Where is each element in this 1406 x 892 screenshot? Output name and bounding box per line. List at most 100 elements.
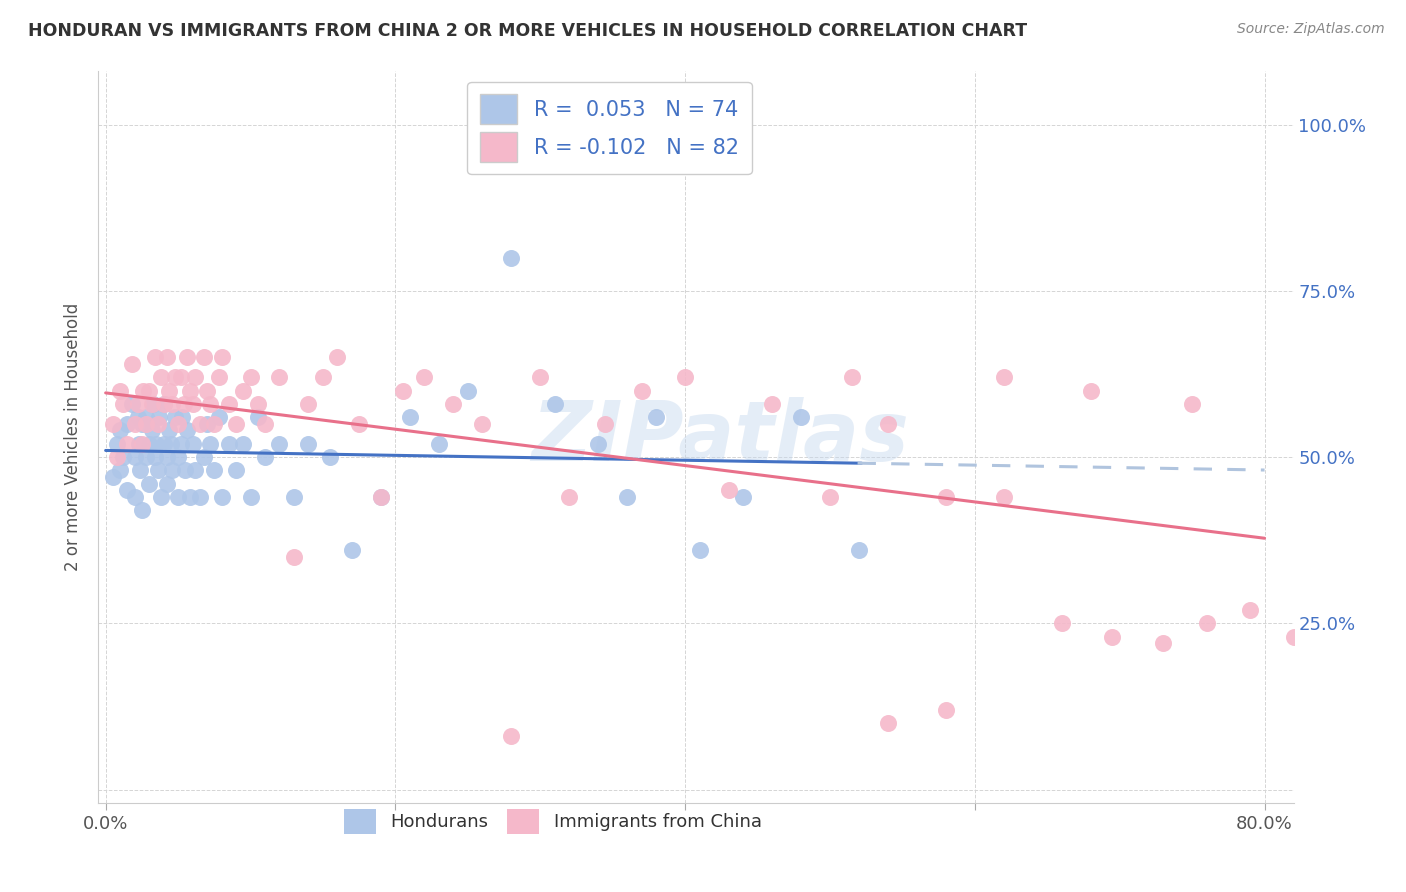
Point [239, 490, 262, 504]
Point [630, 384, 652, 398]
Point [1195, 616, 1218, 631]
Point [105, 450, 128, 464]
Point [202, 417, 225, 431]
Point [131, 417, 153, 431]
Y-axis label: 2 or more Vehicles in Household: 2 or more Vehicles in Household [63, 303, 82, 571]
Point [124, 490, 146, 504]
Point [1239, 603, 1261, 617]
Point [170, 370, 193, 384]
Point [181, 397, 204, 411]
Point [877, 417, 900, 431]
Point [127, 397, 149, 411]
Point [155, 450, 177, 464]
Point [218, 436, 240, 450]
Point [1355, 417, 1378, 431]
Point [135, 417, 157, 431]
Point [208, 410, 231, 425]
Point [143, 351, 166, 365]
Point [1080, 384, 1102, 398]
Point [101, 470, 124, 484]
Point [146, 417, 169, 431]
Text: Source: ZipAtlas.com: Source: ZipAtlas.com [1237, 22, 1385, 37]
Point [146, 463, 169, 477]
Point [391, 384, 413, 398]
Text: HONDURAN VS IMMIGRANTS FROM CHINA 2 OR MORE VEHICLES IN HOUSEHOLD CORRELATION CH: HONDURAN VS IMMIGRANTS FROM CHINA 2 OR M… [28, 22, 1028, 40]
Point [370, 490, 392, 504]
Text: ZIPatlas: ZIPatlas [531, 397, 908, 477]
Point [586, 436, 609, 450]
Point [1101, 630, 1123, 644]
Point [253, 417, 276, 431]
Point [993, 490, 1015, 504]
Point [457, 384, 479, 398]
Point [108, 463, 131, 477]
Point [1181, 397, 1204, 411]
Point [173, 397, 195, 411]
Point [558, 490, 581, 504]
Point [1152, 636, 1174, 650]
Point [152, 397, 174, 411]
Point [131, 503, 153, 517]
Point [340, 543, 363, 558]
Point [269, 436, 291, 450]
Point [818, 490, 841, 504]
Point [152, 397, 174, 411]
Point [544, 397, 567, 411]
Point [297, 436, 319, 450]
Point [841, 370, 863, 384]
Point [128, 436, 150, 450]
Point [179, 490, 201, 504]
Point [121, 397, 143, 411]
Point [441, 397, 464, 411]
Point [198, 436, 221, 450]
Point [165, 370, 187, 384]
Point [112, 397, 135, 411]
Point [427, 436, 450, 450]
Point [142, 397, 165, 411]
Point [143, 450, 166, 464]
Point [188, 490, 211, 504]
Point [149, 370, 172, 384]
Point [181, 436, 204, 450]
Point [193, 450, 215, 464]
Point [170, 436, 193, 450]
Point [848, 543, 870, 558]
Point [152, 436, 174, 450]
Point [193, 351, 215, 365]
Point [112, 450, 135, 464]
Point [673, 370, 696, 384]
Point [225, 417, 247, 431]
Point [731, 490, 754, 504]
Point [283, 490, 305, 504]
Point [501, 251, 523, 265]
Point [269, 370, 291, 384]
Point [138, 436, 160, 450]
Point [195, 417, 218, 431]
Point [1312, 609, 1334, 624]
Point [167, 450, 190, 464]
Point [529, 370, 551, 384]
Point [993, 370, 1015, 384]
Point [135, 450, 157, 464]
Point [208, 370, 231, 384]
Point [145, 436, 167, 450]
Point [149, 490, 172, 504]
Point [167, 417, 190, 431]
Point [165, 410, 187, 425]
Point [202, 463, 225, 477]
Point [645, 410, 668, 425]
Point [232, 384, 254, 398]
Point [399, 410, 422, 425]
Point [347, 417, 370, 431]
Point [127, 410, 149, 425]
Point [162, 463, 184, 477]
Point [689, 543, 711, 558]
Point [167, 490, 190, 504]
Point [117, 436, 139, 450]
Point [877, 716, 900, 731]
Point [326, 351, 349, 365]
Point [124, 450, 146, 464]
Point [172, 410, 194, 425]
Point [141, 397, 163, 411]
Point [1050, 616, 1073, 631]
